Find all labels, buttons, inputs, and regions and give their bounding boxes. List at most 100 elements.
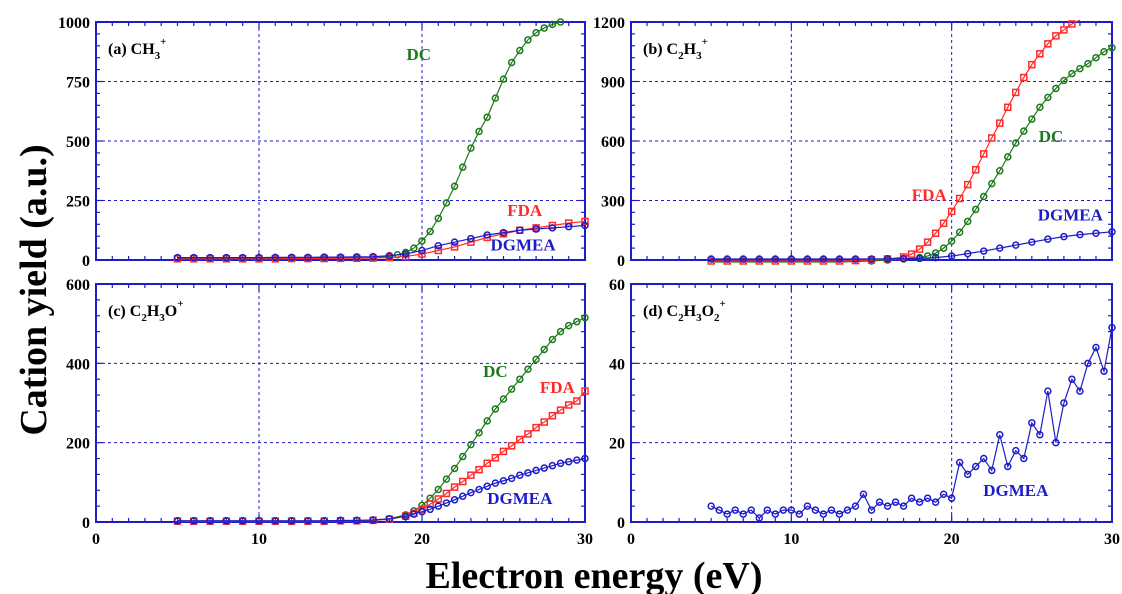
- data-point: [1068, 375, 1076, 383]
- data-point: [1100, 367, 1108, 376]
- data-point: [564, 222, 573, 231]
- series-line: [711, 47, 1113, 263]
- series-fda: FDA: [707, 19, 1081, 265]
- data-point: [532, 355, 540, 364]
- data-point: [747, 506, 755, 514]
- data-point: [573, 397, 581, 405]
- data-point: [320, 253, 328, 261]
- data-point: [426, 500, 434, 508]
- data-point: [222, 253, 231, 262]
- data-point: [238, 253, 247, 262]
- data-point: [442, 499, 451, 507]
- data-point: [883, 255, 892, 263]
- data-point: [1052, 438, 1060, 447]
- data-point: [1084, 359, 1092, 368]
- data-point: [467, 471, 475, 479]
- data-point: [516, 375, 524, 383]
- y-tick-label: 750: [66, 75, 90, 92]
- data-point: [915, 498, 924, 506]
- data-point: [369, 516, 377, 524]
- data-point: [819, 255, 828, 263]
- data-point: [1068, 69, 1076, 78]
- y-tick-label: 600: [66, 277, 90, 294]
- data-point: [955, 194, 964, 203]
- data-point: [304, 517, 312, 525]
- x-tick-label: 30: [1104, 531, 1120, 548]
- data-point: [1012, 446, 1020, 455]
- data-point: [564, 401, 573, 409]
- data-point: [491, 94, 500, 102]
- data-point: [795, 510, 804, 518]
- data-point: [271, 517, 280, 525]
- data-point: [971, 462, 980, 471]
- data-point: [955, 458, 964, 467]
- y-tick-label: 1200: [593, 15, 625, 32]
- data-point: [1044, 40, 1052, 48]
- data-point: [819, 510, 828, 518]
- x-tick-label: 0: [627, 531, 635, 548]
- data-point: [988, 466, 996, 475]
- data-point: [947, 207, 956, 216]
- data-point: [996, 167, 1004, 175]
- data-point: [483, 482, 491, 491]
- data-point: [491, 405, 500, 413]
- data-point: [971, 166, 980, 174]
- data-point: [979, 192, 988, 201]
- data-point: [763, 506, 772, 514]
- data-point: [450, 496, 459, 504]
- data-point: [475, 485, 483, 494]
- data-point: [923, 238, 932, 246]
- data-point: [1044, 93, 1052, 102]
- data-point: [963, 470, 972, 479]
- data-point: [564, 457, 573, 466]
- data-point: [883, 502, 892, 510]
- series-dc: DC: [711, 44, 1116, 265]
- data-point: [1060, 26, 1068, 34]
- data-point: [507, 442, 516, 450]
- data-point: [499, 476, 508, 485]
- data-point: [459, 452, 467, 461]
- data-point: [173, 253, 182, 262]
- data-point: [548, 461, 557, 470]
- data-point: [1092, 343, 1100, 352]
- data-point: [739, 255, 747, 263]
- data-point: [971, 205, 980, 214]
- data-point: [516, 46, 524, 55]
- x-tick-label: 20: [414, 531, 430, 548]
- data-point: [731, 506, 739, 514]
- data-point: [206, 253, 214, 262]
- x-tick-label: 10: [251, 531, 267, 548]
- y-tick-label: 400: [66, 356, 90, 373]
- data-point: [516, 435, 524, 444]
- series-label: DGMEA: [1038, 205, 1104, 224]
- data-point: [923, 252, 932, 260]
- data-point: [573, 317, 581, 326]
- data-point: [442, 475, 451, 483]
- data-point: [499, 228, 508, 237]
- data-point: [418, 237, 426, 245]
- y-tick-label: 600: [601, 134, 625, 151]
- data-point: [715, 506, 723, 514]
- data-point: [556, 327, 565, 336]
- data-point: [811, 506, 820, 514]
- data-point: [1028, 115, 1036, 123]
- data-point: [475, 465, 483, 474]
- data-point: [1004, 462, 1012, 471]
- data-point: [548, 221, 557, 230]
- data-point: [548, 411, 557, 420]
- data-point: [859, 490, 868, 498]
- data-point: [827, 506, 836, 514]
- data-point: [931, 229, 940, 237]
- data-point: [963, 180, 972, 189]
- data-point: [707, 502, 715, 510]
- data-point: [507, 58, 516, 67]
- data-point: [426, 505, 434, 514]
- data-point: [206, 517, 214, 525]
- data-point: [867, 506, 876, 514]
- series-line: [177, 21, 561, 259]
- data-point: [1036, 430, 1044, 439]
- data-point: [287, 517, 296, 525]
- plot-frame: [95, 283, 586, 523]
- data-point: [955, 228, 964, 236]
